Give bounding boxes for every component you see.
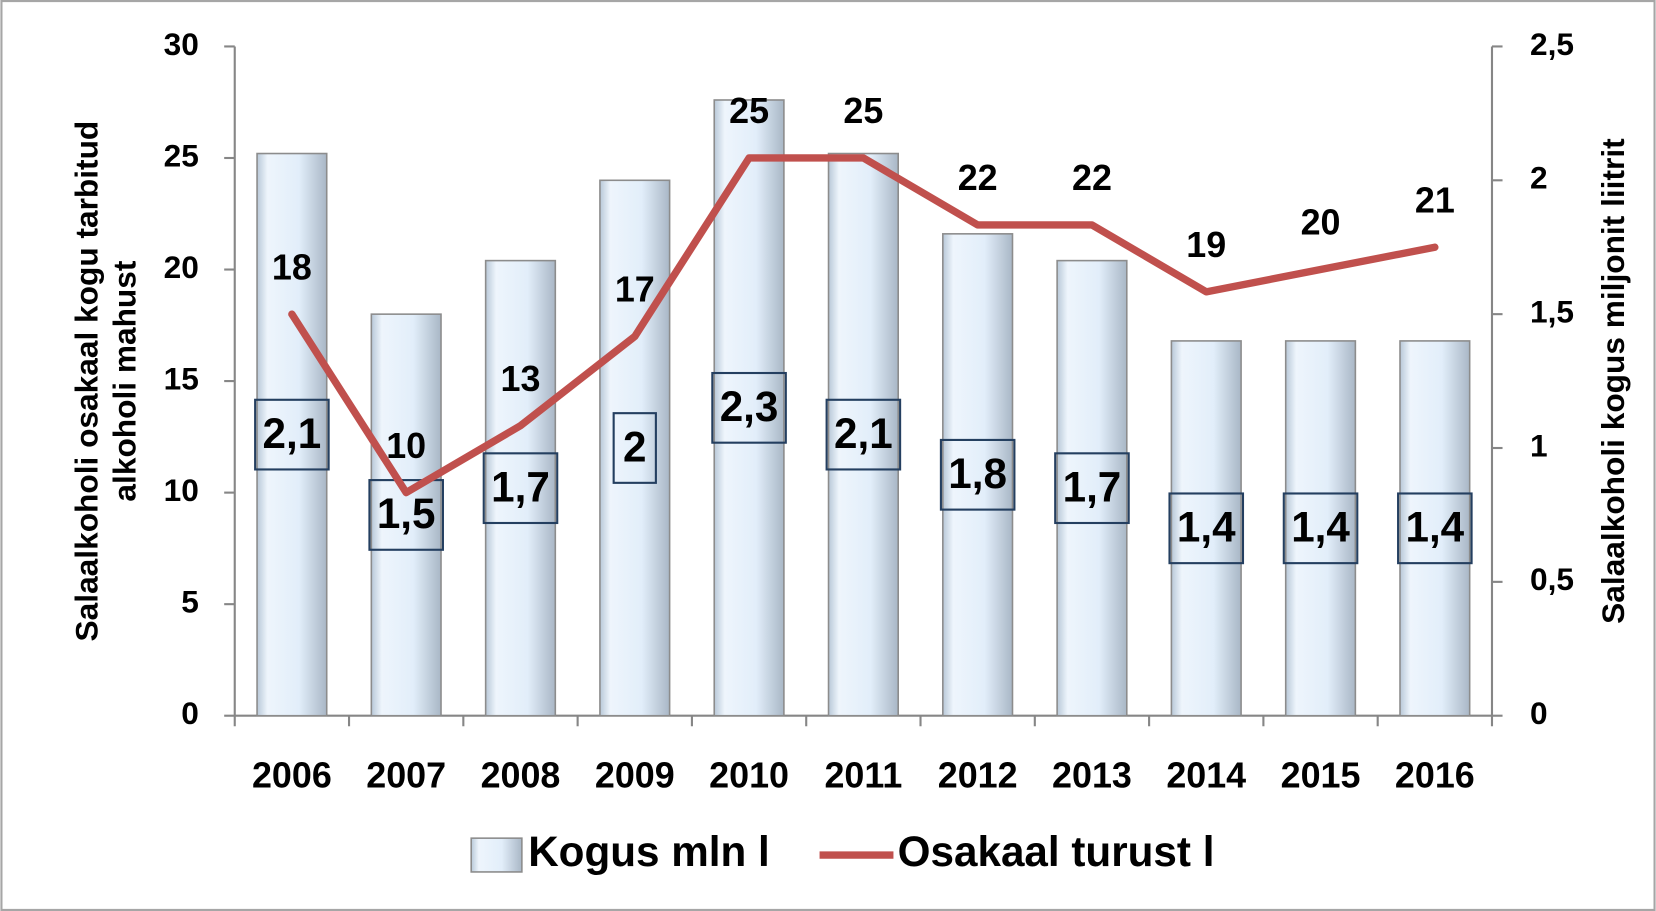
- y-tick-label: 10: [164, 472, 199, 508]
- y2-tick-label: 0,5: [1530, 561, 1574, 597]
- bar: [1399, 340, 1471, 717]
- bar-value-label: 1,4: [1405, 504, 1464, 551]
- y2-tick-label: 2,5: [1530, 26, 1574, 62]
- y2-tick-label: 1,5: [1530, 294, 1574, 330]
- bar-label-box: [482, 452, 559, 525]
- bar: [370, 313, 442, 717]
- y2-tick-label: 2: [1530, 160, 1548, 196]
- bar-label-box: [711, 371, 787, 444]
- bar-label-box: [1168, 492, 1245, 565]
- bar-label-box: [368, 479, 444, 551]
- bar-value-label: 2,1: [834, 410, 893, 457]
- bar: [942, 233, 1014, 717]
- x-tick-label: 2016: [1395, 755, 1475, 795]
- x-tick-label: 2009: [595, 755, 675, 795]
- x-tick-label: 2006: [252, 755, 332, 795]
- y2-axis-title: Salaalkoholi kogus miljonit liitrit: [1595, 138, 1631, 624]
- line-value-label: 18: [272, 247, 312, 287]
- bar-label-box: [1054, 452, 1130, 525]
- x-tick-label: 2013: [1052, 755, 1132, 795]
- y-tick-label: 25: [164, 137, 199, 173]
- bar: [1284, 340, 1357, 717]
- x-tick-label: 2007: [366, 755, 446, 795]
- bar: [599, 179, 671, 717]
- line-value-label: 20: [1301, 203, 1341, 243]
- x-tick-label: 2012: [938, 755, 1018, 795]
- y-axis-title: Salaalkoholi osakaal kogu tarbitud alkoh…: [68, 121, 142, 642]
- bar-label-box: [1282, 492, 1359, 565]
- y-tick-label: 15: [164, 360, 199, 396]
- legend-label: Kogus mln l: [528, 828, 770, 875]
- y-tick-label: 20: [164, 249, 199, 285]
- line-value-label: 17: [615, 270, 655, 310]
- bar-value-label: 1,5: [377, 490, 436, 537]
- line-value-label: 13: [501, 359, 541, 399]
- x-tick-label: 2011: [824, 755, 902, 795]
- y-tick-label: 5: [181, 584, 199, 620]
- legend-swatch: [470, 837, 523, 873]
- y2-tick-label: 1: [1530, 427, 1548, 463]
- bar: [484, 259, 557, 717]
- bar-value-label: 2,1: [263, 410, 322, 457]
- bar-value-label: 1,7: [1063, 463, 1122, 510]
- bar-value-label: 1,7: [491, 463, 550, 510]
- bar-label-box: [612, 412, 657, 484]
- x-tick-label: 2015: [1281, 755, 1361, 795]
- line-value-label: 25: [729, 91, 769, 131]
- line-value-label: 22: [1072, 158, 1112, 198]
- bar-label-box: [825, 398, 902, 471]
- x-tick-label: 2010: [709, 755, 789, 795]
- bar-value-label: 1,4: [1177, 504, 1236, 551]
- bar-value-label: 2: [623, 423, 646, 470]
- x-tick-label: 2008: [481, 755, 561, 795]
- bar-value-label: 2,3: [720, 383, 779, 430]
- bar: [827, 152, 899, 717]
- y-axis-title-line: Salaalkoholi osakaal kogu tarbitud: [68, 121, 104, 642]
- bar: [1056, 259, 1128, 717]
- bar-label-box: [1397, 492, 1473, 565]
- bar: [1170, 340, 1242, 717]
- line: [288, 154, 1439, 497]
- y-tick-label: 0: [181, 695, 199, 731]
- bar: [256, 152, 328, 717]
- x-tick-label: 2014: [1166, 755, 1246, 795]
- y-tick-label: 30: [164, 26, 199, 62]
- legend-label: Osakaal turust l: [898, 828, 1215, 875]
- line-value-label: 25: [843, 91, 883, 131]
- bar-label-box: [254, 398, 330, 471]
- bar-value-label: 1,4: [1291, 504, 1350, 551]
- line-value-label: 22: [958, 158, 998, 198]
- line-value-label: 10: [386, 426, 426, 466]
- line-value-label: 21: [1415, 180, 1455, 220]
- y2-tick-label: 0: [1530, 695, 1548, 731]
- line-value-label: 19: [1186, 225, 1226, 265]
- bar-label-box: [939, 438, 1016, 511]
- bar-value-label: 1,8: [948, 450, 1007, 497]
- y-axis-title-line: alkoholi mahust: [106, 260, 142, 501]
- bar: [713, 99, 785, 717]
